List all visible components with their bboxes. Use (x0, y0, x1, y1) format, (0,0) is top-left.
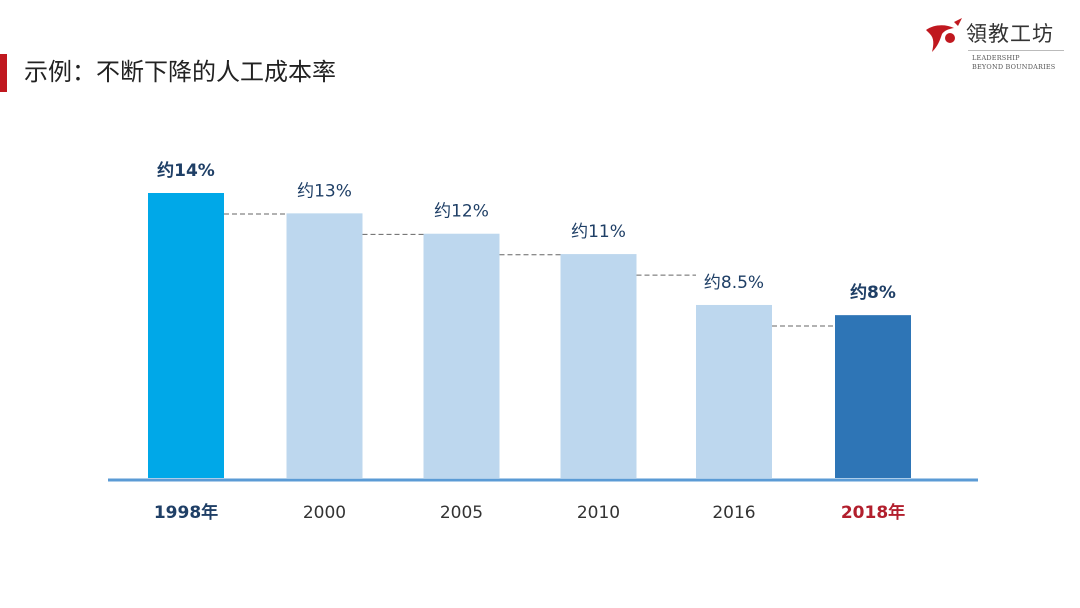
logo-divider (968, 50, 1064, 51)
x-tick-label-0: 1998年 (154, 502, 218, 523)
bar-0 (148, 193, 224, 478)
bar-5 (835, 315, 911, 478)
x-tick-label-4: 2016 (712, 503, 755, 523)
logo: 領教工坊 LEADERSHIP BEYOND BOUNDARIES (918, 14, 1068, 74)
x-tick-label-3: 2010 (577, 503, 620, 523)
data-label-5: 约8% (850, 282, 896, 303)
bar-3 (560, 254, 637, 478)
logo-tagline-1: LEADERSHIP (972, 54, 1020, 62)
data-label-1: 约13% (297, 181, 352, 201)
x-tick-label-5: 2018年 (841, 502, 905, 523)
logo-mark-icon (926, 18, 962, 52)
logo-name: 領教工坊 (966, 22, 1054, 46)
bar-2 (423, 233, 500, 478)
data-label-4: 约8.5% (704, 273, 764, 293)
data-label-0: 约14% (157, 160, 215, 181)
title-accent-bar (0, 54, 7, 92)
bar-1 (286, 213, 363, 478)
x-tick-label-1: 2000 (303, 503, 346, 523)
data-label-2: 约12% (434, 202, 489, 222)
logo-tagline-2: BEYOND BOUNDARIES (972, 63, 1056, 71)
slide-title: 示例：不断下降的人工成本率 (24, 58, 336, 86)
x-tick-label-2: 2005 (440, 503, 483, 523)
bar-4 (696, 304, 772, 478)
data-label-3: 约11% (571, 222, 626, 242)
